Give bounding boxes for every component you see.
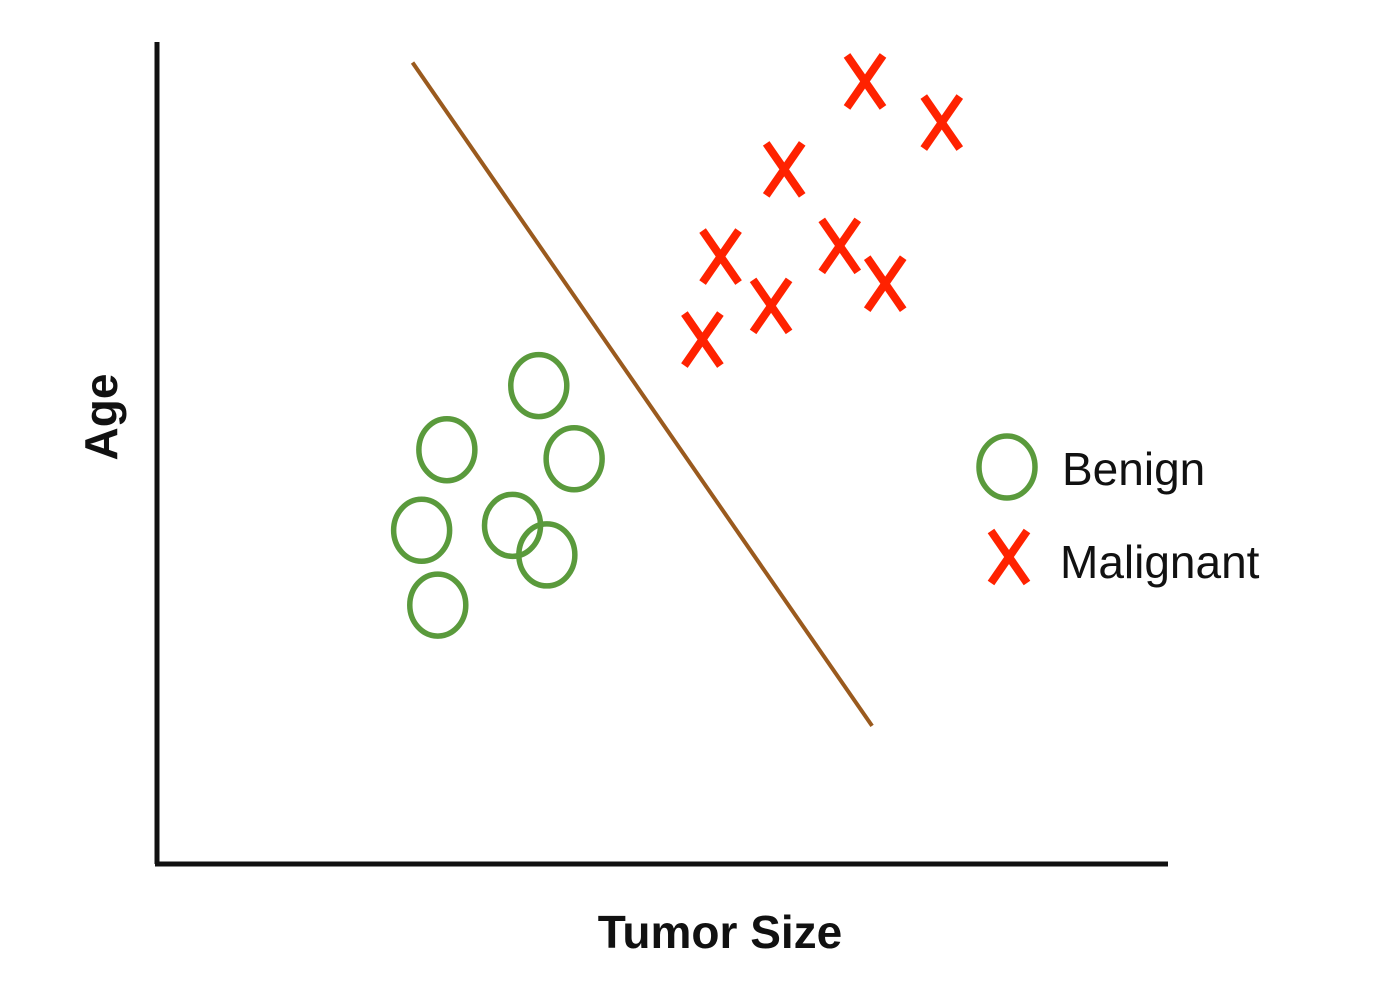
legend-entry-malignant: Malignant xyxy=(987,528,1260,588)
data-point-malignant-6 xyxy=(863,255,907,312)
legend-marker-malignant xyxy=(987,528,1031,586)
data-point-malignant-1 xyxy=(843,53,887,110)
data-point-malignant-7 xyxy=(749,277,793,335)
data-point-malignant-5-stroke-b xyxy=(699,228,742,285)
decision-boundary-line xyxy=(410,61,874,728)
legend-circle-marker xyxy=(976,433,1038,501)
data-point-malignant-8-stroke-b xyxy=(681,311,724,368)
data-point-benign-6 xyxy=(516,521,578,589)
data-point-benign-4 xyxy=(390,496,453,565)
data-point-benign-1 xyxy=(508,351,570,420)
data-point-malignant-5 xyxy=(699,228,742,285)
x-axis-title: Tumor Size xyxy=(598,906,843,958)
legend: Benign Malignant xyxy=(976,433,1260,588)
legend-entry-benign: Benign xyxy=(976,433,1205,501)
y-axis-title: Age xyxy=(75,374,127,461)
legend-x-marker-stroke-b xyxy=(987,528,1031,586)
legend-label-benign: Benign xyxy=(1062,443,1205,495)
data-point-malignant-1-stroke-b xyxy=(843,53,887,110)
data-point-malignant-2 xyxy=(920,94,964,151)
data-point-malignant-4 xyxy=(818,217,862,275)
data-point-malignant-3 xyxy=(762,141,806,198)
data-points-layer xyxy=(390,53,964,639)
legend-marker-benign xyxy=(976,433,1038,501)
data-point-malignant-2-stroke-b xyxy=(920,94,964,151)
data-point-malignant-3-stroke-b xyxy=(762,141,806,198)
legend-label-malignant: Malignant xyxy=(1060,536,1260,588)
data-point-benign-2 xyxy=(416,415,478,484)
legend-x-marker xyxy=(987,528,1031,586)
plot-area xyxy=(154,42,1168,867)
decision-boundary-layer xyxy=(410,61,874,728)
data-point-malignant-4-stroke-b xyxy=(818,217,862,275)
data-point-malignant-7-stroke-b xyxy=(749,277,793,335)
data-point-benign-3 xyxy=(543,425,605,493)
data-point-malignant-8 xyxy=(681,311,724,368)
data-point-malignant-6-stroke-b xyxy=(863,255,907,312)
data-point-benign-7 xyxy=(407,571,469,639)
